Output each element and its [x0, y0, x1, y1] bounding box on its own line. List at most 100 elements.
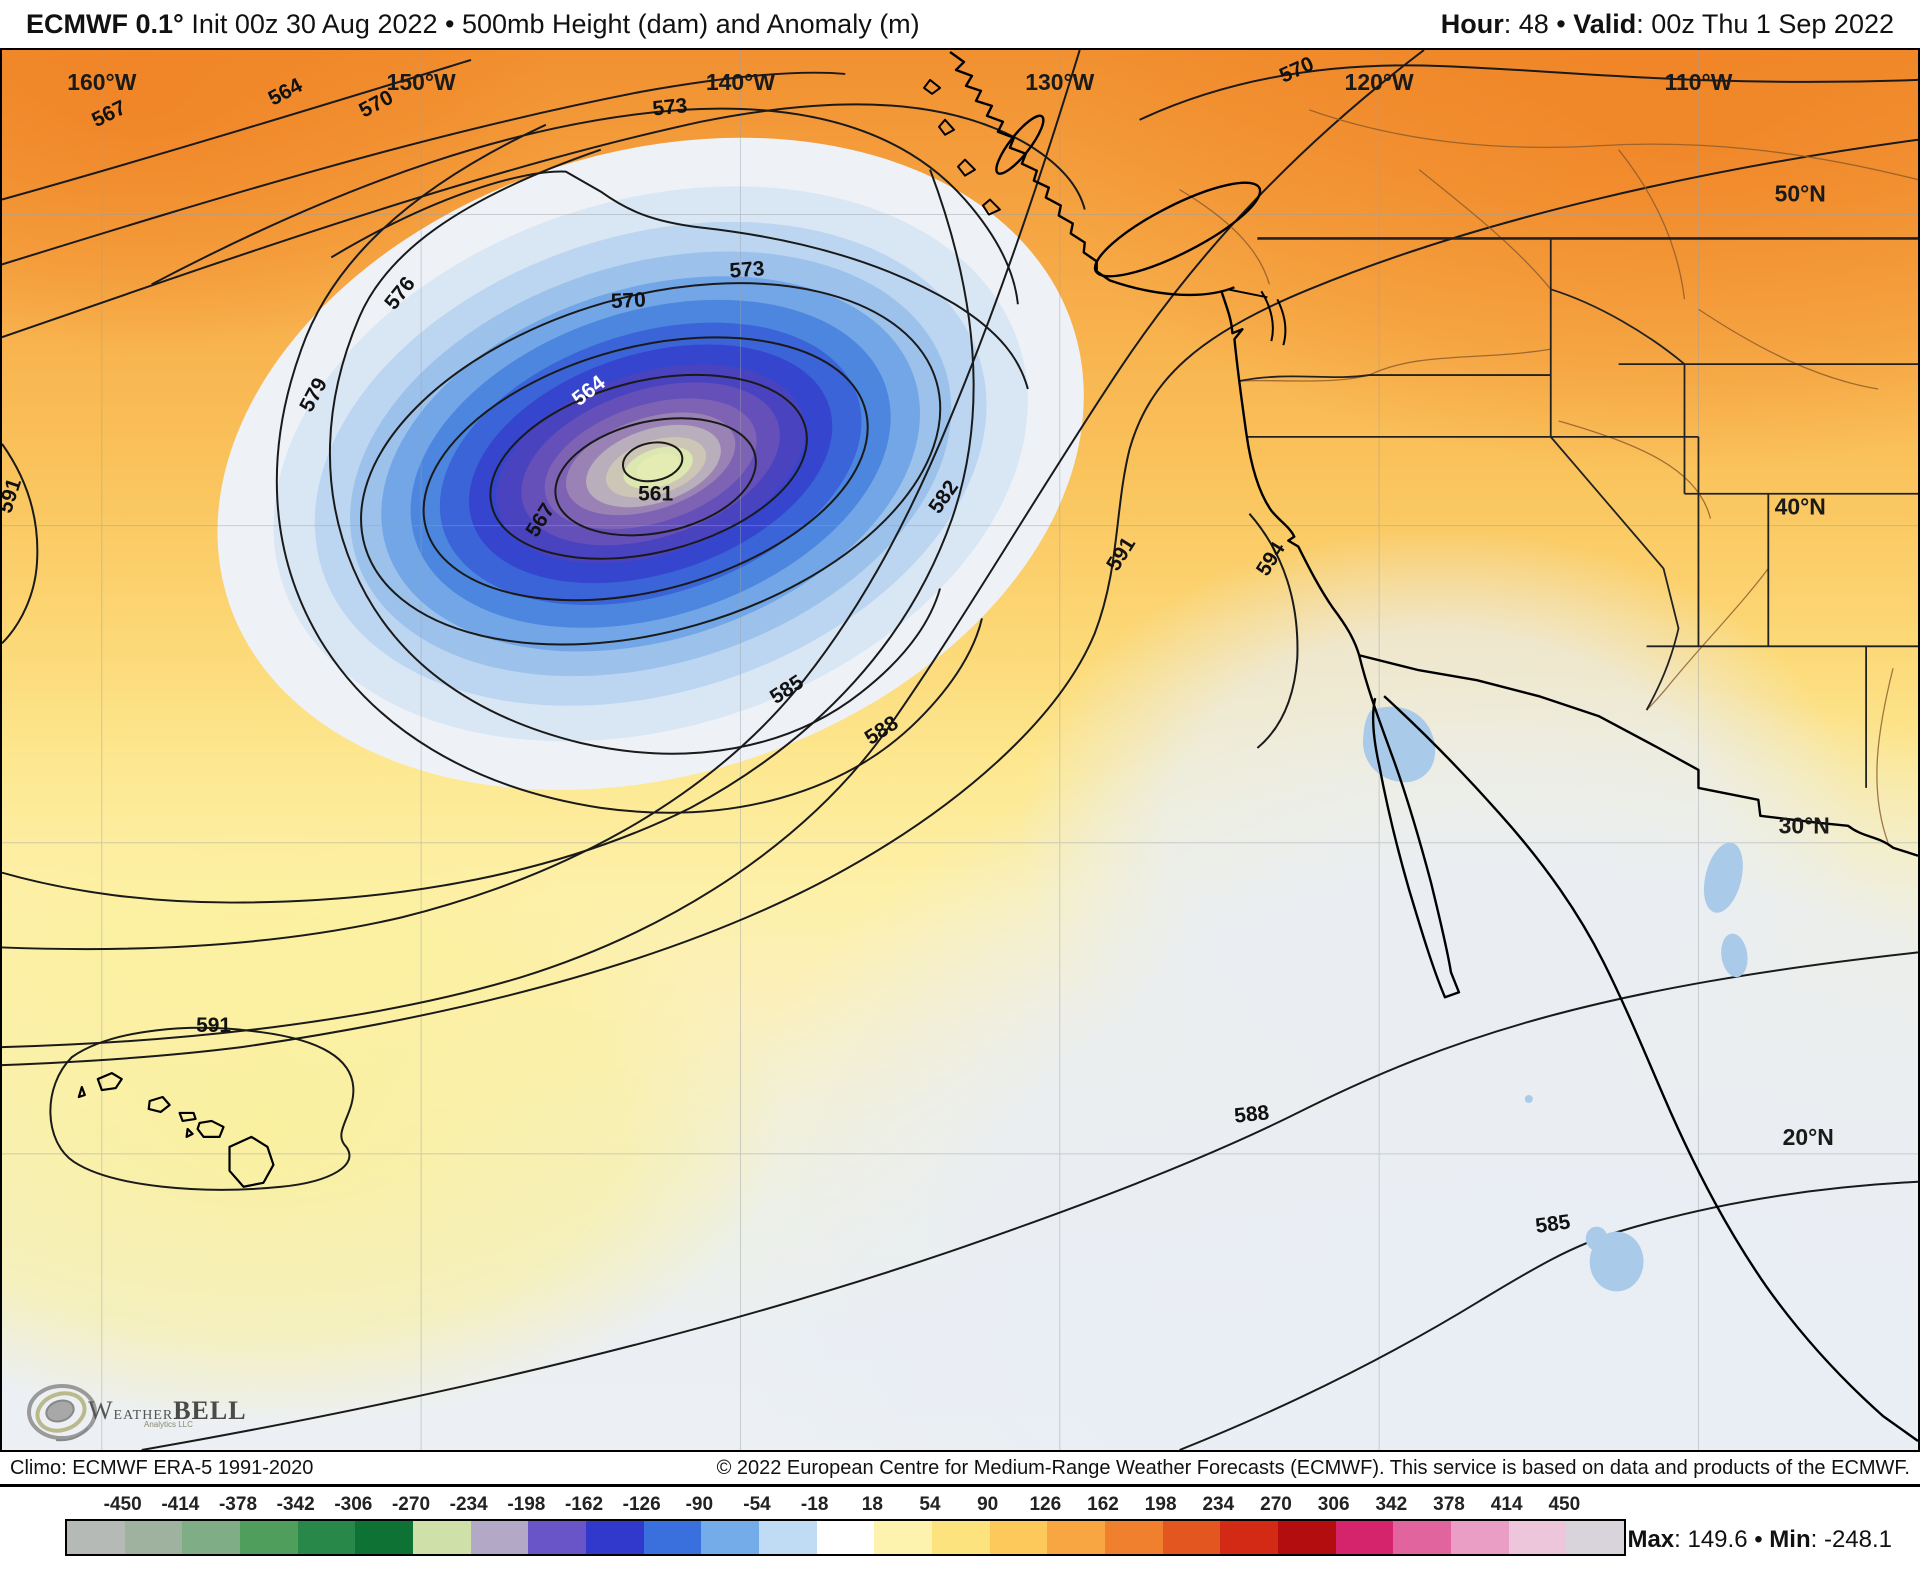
- colorbar-tick-label: -450: [103, 1494, 142, 1515]
- min-value: : -248.1: [1810, 1526, 1892, 1553]
- colorbar-cell: [816, 1521, 875, 1554]
- colorbar-cell: [1393, 1521, 1452, 1554]
- colorbar-tick-label: 126: [1029, 1494, 1062, 1515]
- colorbar-cell: [932, 1521, 990, 1554]
- contour-label: 561: [638, 483, 673, 506]
- colorbar-cell: [124, 1521, 183, 1554]
- graticule-label: 40°N: [1775, 494, 1826, 520]
- contour-585-south: [1179, 1180, 1918, 1450]
- colorbar-tick-label: -414: [161, 1494, 200, 1515]
- max-min-readout: Max: 149.6 • Min: -248.1: [1627, 1526, 1892, 1554]
- contour-label: 588: [1233, 1101, 1270, 1128]
- graticule-label: 20°N: [1783, 1124, 1834, 1150]
- us-mexico-border: [1358, 654, 1918, 857]
- colorbar-tick-label: -198: [507, 1494, 546, 1515]
- colorbar-tick-label: 18: [861, 1494, 883, 1515]
- graticule-labels: 160°W 150°W 140°W 130°W 120°W 110°W 50°N 40°N 30…: [67, 69, 1834, 1150]
- hour-value: : 48 •: [1503, 8, 1574, 39]
- graticule-label: 30°N: [1779, 813, 1830, 839]
- ak-islands: [923, 78, 1001, 216]
- min-label: Min: [1769, 1526, 1811, 1553]
- colorbar-tick-label: 198: [1144, 1494, 1177, 1515]
- contour-label: 591: [196, 1014, 231, 1037]
- lake: [1721, 933, 1748, 978]
- colorbar-cell: [586, 1521, 644, 1554]
- colorbar-tick-label: 54: [919, 1494, 941, 1515]
- colorbar-tick-label: 378: [1433, 1494, 1465, 1515]
- colorbar: [65, 1519, 1626, 1556]
- colorbar-cell: [701, 1521, 760, 1554]
- contour-579: [275, 123, 983, 814]
- contour-570-ne: [1139, 64, 1918, 121]
- valid-label: Valid: [1573, 8, 1637, 39]
- contour-567-ring: [422, 336, 869, 602]
- colorbar-cell: [1220, 1521, 1279, 1554]
- colorbar-tick-label: 234: [1202, 1494, 1235, 1515]
- colorbar-tick-label: -378: [218, 1494, 258, 1515]
- coast-bc-alaska: [949, 51, 1235, 297]
- footer-divider: [0, 1484, 1920, 1487]
- ca-nv-border: [1550, 436, 1680, 711]
- valid-time: Hour: 48 • Valid: 00z Thu 1 Sep 2022: [1441, 9, 1894, 40]
- valid-value: : 00z Thu 1 Sep 2022: [1636, 8, 1894, 39]
- colorbar-tick-label: -306: [334, 1494, 373, 1515]
- contour-576: [328, 148, 942, 755]
- colorbar-cell: [1105, 1521, 1163, 1554]
- lake: [1585, 1226, 1608, 1251]
- copyright-text: © 2022 European Centre for Medium-Range …: [716, 1456, 1910, 1479]
- maxmin-separator: •: [1754, 1526, 1770, 1553]
- contour-591-hawaii: [49, 1026, 355, 1191]
- colorbar-cell: [1162, 1521, 1221, 1554]
- graticule-label: 120°W: [1345, 69, 1414, 95]
- colorbar-cell: [1335, 1521, 1394, 1554]
- colorbar-cell: [297, 1521, 356, 1554]
- colorbar-tick-label: 270: [1260, 1494, 1292, 1515]
- vancouver-island: [1093, 181, 1262, 278]
- footer-attribution: Climo: ECMWF ERA-5 1991-2020 © 2022 Euro…: [0, 1452, 1920, 1484]
- map-title-rest: Init 00z 30 Aug 2022 • 500mb Height (dam…: [183, 8, 920, 39]
- header: ECMWF 0.1° Init 00z 30 Aug 2022 • 500mb …: [0, 0, 1920, 48]
- lake: [1703, 842, 1743, 913]
- colorbar-tick-label: 342: [1375, 1494, 1408, 1515]
- lake: [1524, 1095, 1533, 1103]
- colorbar-tick-label: -162: [564, 1494, 604, 1515]
- colorbar-tick-label: 90: [977, 1494, 999, 1515]
- contour-label: 573: [651, 94, 688, 121]
- climo-text: Climo: ECMWF ERA-5 1991-2020: [10, 1456, 314, 1479]
- graticule-label: 160°W: [67, 69, 136, 95]
- contour-567-nw: [2, 71, 846, 266]
- colorbar-cell: [1566, 1521, 1625, 1554]
- map-title: ECMWF 0.1° Init 00z 30 Aug 2022 • 500mb …: [26, 9, 920, 40]
- state-borders: [1239, 237, 1918, 788]
- coast-west-us: [1220, 290, 1361, 656]
- colorbar-cell: [989, 1521, 1048, 1554]
- contour-573-inner: [330, 170, 1029, 390]
- contour-585: [2, 50, 1081, 951]
- hawaiian-islands: [77, 1071, 275, 1188]
- anomaly-field: [2, 50, 1918, 1450]
- colorbar-cell: [759, 1521, 817, 1554]
- colorbar-cell: [67, 1521, 125, 1554]
- colorbar-cell: [643, 1521, 702, 1554]
- colorbar-tick-label: -270: [391, 1494, 431, 1515]
- contour-591-left-edge: [2, 443, 39, 645]
- contour-564-ring: [489, 373, 808, 560]
- colorbar-cell: [355, 1521, 414, 1554]
- coastlines: [77, 51, 1918, 1442]
- contour-594: [1248, 513, 1299, 749]
- colorbar-tick-label: 450: [1548, 1494, 1581, 1515]
- contour-564-nw: [2, 59, 472, 201]
- contour-label: 570: [610, 288, 646, 313]
- colorbar-cell: [240, 1521, 298, 1554]
- contour-573-n: [151, 107, 1019, 305]
- contour-591: [2, 138, 1918, 1067]
- colorbar-cell: [1451, 1521, 1509, 1554]
- colorbar-cell: [470, 1521, 529, 1554]
- colorbar-tick-labels: -450 -414 -378 -342 -306 -270 -234 -198 -162 -126…: [0, 1494, 1920, 1516]
- graticule-label: 50°N: [1775, 181, 1826, 207]
- colorbar-cell: [528, 1521, 587, 1554]
- contour-570-ring: [360, 282, 942, 646]
- contour-570-nw: [2, 103, 1086, 339]
- colorbar-tick-label: -90: [685, 1494, 714, 1515]
